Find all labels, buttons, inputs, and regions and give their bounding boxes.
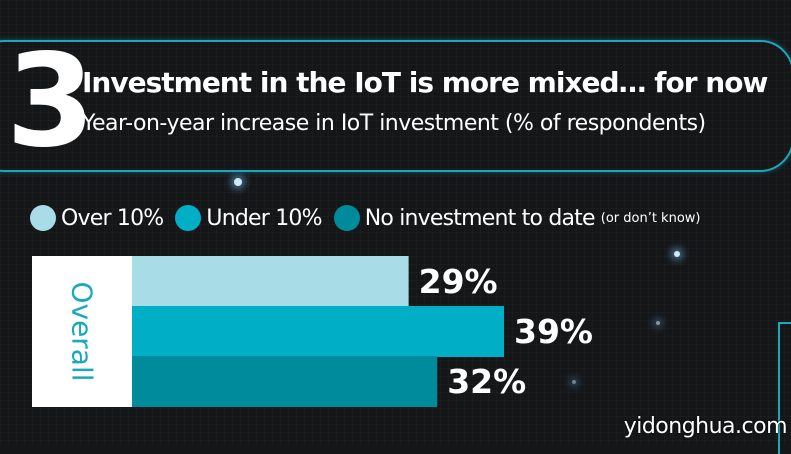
glow-dot xyxy=(572,380,576,384)
title-frame xyxy=(0,40,791,172)
bar-1 xyxy=(132,256,409,307)
legend: Over 10% Under 10% No investment to date… xyxy=(30,201,712,235)
legend-label: Under 10% xyxy=(206,205,322,231)
decorative-line xyxy=(778,322,791,454)
bar-value-label: 39% xyxy=(514,312,593,351)
glow-dot xyxy=(234,178,242,186)
watermark: yidonghua.com xyxy=(623,414,788,439)
legend-label: No investment to date xyxy=(364,205,596,231)
bar-2 xyxy=(132,306,504,357)
legend-swatch xyxy=(175,205,202,231)
bar-3 xyxy=(132,356,438,407)
legend-item-no-investment: No investment to date (or don’t know) xyxy=(333,205,701,231)
legend-swatch xyxy=(333,205,360,231)
chart-subtitle: Year-on-year increase in IoT investment … xyxy=(82,111,706,136)
glow-dot xyxy=(656,321,660,325)
legend-item-over-10: Over 10% xyxy=(30,205,164,231)
legend-item-under-10: Under 10% xyxy=(175,205,323,231)
legend-swatch xyxy=(30,205,56,231)
bar-value-label: 29% xyxy=(419,262,498,301)
legend-note: (or don’t know) xyxy=(600,210,701,226)
glow-dot xyxy=(674,251,680,257)
bar-value-label: 32% xyxy=(447,362,526,401)
chart-title: Investment in the IoT is more mixed… for… xyxy=(82,66,768,99)
legend-label: Over 10% xyxy=(61,205,164,231)
category-label-box: Overall xyxy=(32,256,132,407)
